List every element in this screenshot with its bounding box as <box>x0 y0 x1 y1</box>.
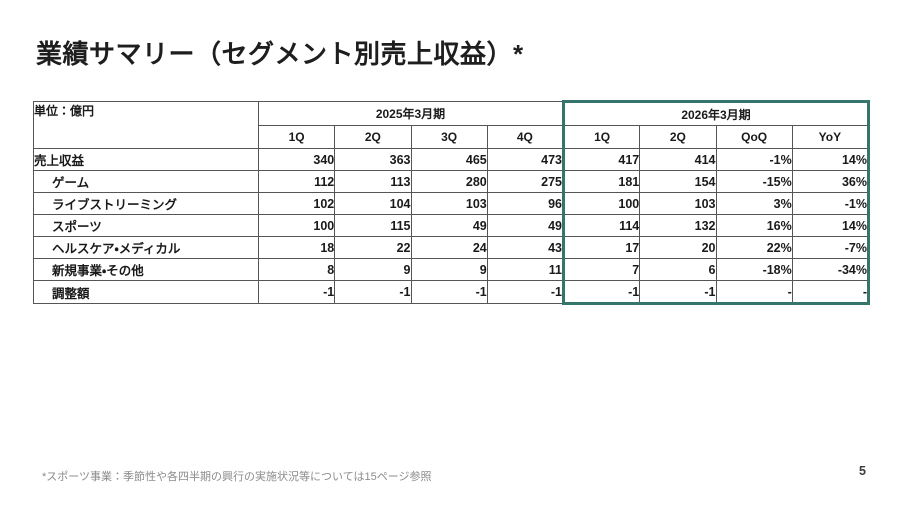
value-cell: -1 <box>486 280 565 304</box>
row-label: 売上収益 <box>33 148 259 171</box>
value-cell: 11 <box>486 258 565 281</box>
row-label: ヘルスケア・メディカル <box>33 236 259 259</box>
value-cell: -1 <box>257 280 336 304</box>
value-cell: 115 <box>334 214 412 237</box>
value-cell: 103 <box>410 192 488 215</box>
value-cell: 49 <box>486 214 565 237</box>
quarter-header: 2Q <box>639 125 717 149</box>
table-row: 調整額 -1 -1 -1 -1 -1 -1- - <box>33 280 871 305</box>
value-cell: 181 <box>561 170 641 193</box>
value-cell: 340 <box>257 148 336 171</box>
value-cell: 113 <box>334 170 412 193</box>
value-cell: 100 <box>561 192 641 215</box>
unit-label: 単位：億円 <box>33 101 259 149</box>
value-cell: 22% <box>715 236 793 259</box>
row-label: ゲーム <box>33 170 259 193</box>
value-cell: 9 <box>410 258 488 281</box>
value-cell: 100 <box>257 214 336 237</box>
value-cell: 18 <box>257 236 336 259</box>
value-cell: 102 <box>257 192 336 215</box>
value-cell: 414 <box>639 148 717 171</box>
value-cell: -18% <box>715 258 793 281</box>
value-cell: 417 <box>561 148 641 171</box>
quarter-header: QoQ <box>715 125 793 149</box>
value-cell: -1% <box>715 148 793 171</box>
value-cell: -1 <box>561 280 641 305</box>
value-cell: 154 <box>639 170 717 193</box>
row-label: ライブストリーミング <box>33 192 259 215</box>
value-cell: 43 <box>486 236 565 259</box>
table-row: ゲーム 112 113 280 275 181 154 -15% 36% <box>33 170 871 193</box>
value-cell: 24 <box>410 236 488 259</box>
value-cell: -1 <box>334 280 412 304</box>
quarter-header: 2Q <box>334 125 412 149</box>
value-cell: 96 <box>486 192 565 215</box>
value-cell: -7% <box>791 236 871 259</box>
table-row: 売上収益 340 363 465 473 417 414 -1% 14% <box>33 148 871 171</box>
page-number: 5 <box>859 464 866 478</box>
fiscal-year-header-1: 2026年3月期 <box>562 100 870 126</box>
value-cell: -1 <box>639 280 717 305</box>
quarter-header: 3Q <box>410 125 488 149</box>
table-body: 単位：億円 2025年3月期 2026年3月期 1Q 2Q 3Q 4Q 1Q 2Q QoQ YoY 売… <box>33 100 871 305</box>
value-cell: 7 <box>561 258 641 281</box>
segment-revenue-table: 単位：億円 2025年3月期 2026年3月期 1Q 2Q 3Q 4Q 1Q 2Q QoQ YoY 売… <box>33 100 871 305</box>
value-cell: 20 <box>639 236 717 259</box>
value-cell: 3% <box>715 192 793 215</box>
value-cell: 6 <box>639 258 717 281</box>
row-label: スポーツ <box>33 214 259 237</box>
value-cell: 275 <box>486 170 565 193</box>
value-cell: 16% <box>715 214 793 237</box>
value-cell: - <box>715 280 793 305</box>
table-row: 新規事業・その他 8 9 9 11 7 6 -18% -34% <box>33 258 871 281</box>
value-cell: -1 <box>410 280 488 304</box>
value-cell: 473 <box>486 148 565 171</box>
value-cell: 49 <box>410 214 488 237</box>
value-cell: 17 <box>561 236 641 259</box>
header-row-quarters: 1Q 2Q 3Q 4Q 1Q 2Q QoQ YoY <box>34 125 871 149</box>
value-cell: 14% <box>791 148 871 171</box>
row-label: 調整額 <box>33 280 259 304</box>
quarter-header: 4Q <box>486 125 565 149</box>
value-cell: -34% <box>791 258 871 281</box>
quarter-header: YoY <box>791 125 871 149</box>
table-row: スポーツ 100 115 49 49 114 132 16% 14% <box>33 214 871 237</box>
value-cell: 8 <box>257 258 336 281</box>
value-cell: 14% <box>791 214 871 237</box>
quarter-header: 1Q <box>561 125 641 149</box>
fiscal-year-header-0: 2025年3月期 <box>258 101 564 126</box>
quarter-header: 1Q <box>257 125 336 149</box>
slide-title: 業績サマリー（セグメント別売上収益）* <box>36 39 524 69</box>
value-cell: 103 <box>639 192 717 215</box>
footnote: *スポーツ事業：季節性や各四半期の興行の実施状況等については15ページ参照 <box>42 471 432 483</box>
value-cell: -15% <box>715 170 793 193</box>
value-cell: - <box>791 280 871 305</box>
value-cell: 465 <box>410 148 488 171</box>
value-cell: 22 <box>334 236 412 259</box>
value-cell: 280 <box>410 170 488 193</box>
row-label: 新規事業・その他 <box>33 258 259 281</box>
value-cell: 132 <box>639 214 717 237</box>
table-row: ヘルスケア・メディカル 18 22 24 43 17 20 22% -7% <box>33 236 871 259</box>
value-cell: 9 <box>334 258 412 281</box>
table-row: ライブストリーミング 102 104 103 96 100 103 3% -1% <box>33 192 871 215</box>
value-cell: 104 <box>334 192 412 215</box>
value-cell: -1% <box>791 192 871 215</box>
segment-revenue-table-container: 単位：億円 2025年3月期 2026年3月期 1Q 2Q 3Q 4Q 1Q 2Q QoQ YoY 売… <box>33 100 871 305</box>
value-cell: 112 <box>257 170 336 193</box>
value-cell: 114 <box>561 214 641 237</box>
value-cell: 36% <box>791 170 871 193</box>
value-cell: 363 <box>334 148 412 171</box>
header-row-years: 単位：億円 2025年3月期 2026年3月期 <box>33 100 870 149</box>
